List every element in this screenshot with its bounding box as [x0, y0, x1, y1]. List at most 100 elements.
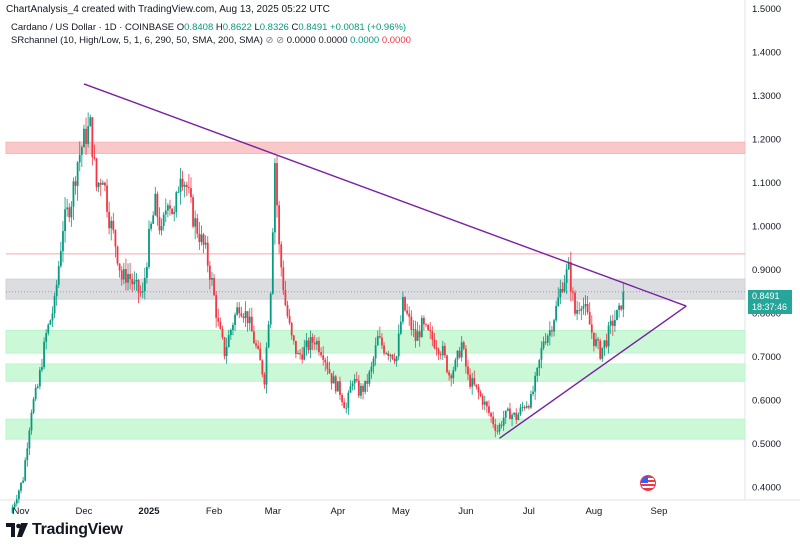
candle	[175, 190, 178, 218]
candle	[485, 400, 488, 413]
candle	[519, 403, 522, 417]
candle	[582, 297, 585, 315]
candle	[15, 494, 18, 507]
candle	[133, 271, 136, 291]
candle	[313, 334, 316, 350]
indicator-hidden-icons[interactable]: ⊘ ⊘	[265, 35, 285, 46]
candle	[517, 412, 520, 421]
indicator-label: SRchannel (10, High/Low, 5, 1, 6, 290, 5…	[11, 35, 263, 46]
candle	[437, 347, 440, 361]
candle	[464, 344, 467, 374]
candle	[11, 504, 14, 514]
candle	[462, 340, 465, 351]
candle	[221, 325, 224, 340]
candle	[513, 412, 516, 418]
candle	[561, 282, 564, 294]
candle	[246, 311, 249, 332]
resistance-zone	[5, 141, 746, 154]
low-label: L	[254, 22, 260, 33]
candle	[368, 369, 371, 387]
open-value: 0.8408	[184, 22, 214, 33]
candle	[504, 410, 507, 424]
time-tick-label: Aug	[585, 506, 602, 517]
ascending-trendline[interactable]	[499, 305, 687, 439]
descending-trendline[interactable]	[83, 83, 687, 307]
candle	[83, 124, 85, 148]
candle	[274, 158, 276, 245]
candle	[364, 380, 367, 395]
candle	[95, 157, 98, 192]
price-tick-label: 1.4000	[752, 48, 781, 59]
candle	[553, 318, 555, 337]
candle	[408, 306, 411, 326]
candles-layer	[11, 112, 625, 514]
candle	[125, 258, 127, 291]
candle	[563, 274, 566, 293]
candle	[391, 353, 394, 361]
candle	[101, 180, 104, 185]
candle	[569, 251, 572, 302]
high-value: 0.8622	[222, 22, 252, 33]
candle	[511, 412, 513, 427]
candle	[618, 302, 620, 318]
close-value: 0.8491	[298, 22, 328, 33]
candle	[555, 300, 558, 323]
candle	[307, 337, 310, 354]
candle	[80, 145, 83, 167]
support-zone-middle	[5, 363, 746, 382]
candle	[213, 273, 215, 297]
candle	[217, 308, 220, 327]
candle	[20, 482, 22, 494]
candle	[263, 372, 266, 389]
time-tick-label: Jul	[523, 506, 535, 517]
candle	[427, 323, 430, 332]
candle	[104, 181, 106, 192]
candle	[240, 306, 243, 318]
high-label: H	[215, 22, 223, 33]
symbol-name: Cardano / US Dollar · 1D · COINBASE	[11, 22, 175, 33]
candle	[387, 350, 390, 361]
indicator-value-1: 0.0000	[286, 35, 316, 46]
candle	[204, 235, 207, 249]
candle	[494, 418, 497, 438]
tradingview-logo[interactable]: TradingView	[6, 521, 123, 539]
candle	[232, 322, 234, 336]
price-axis[interactable]: 1.5000 1.4000 1.3000 1.2000 1.1000 1.0000 0.90…	[752, 4, 781, 493]
candle	[108, 201, 111, 235]
indicator-legend[interactable]: SRchannel (10, High/Low, 5, 1, 6, 290, 5…	[11, 35, 411, 46]
candle	[595, 333, 597, 348]
candle	[160, 218, 163, 236]
price-tick-label: 0.7000	[752, 352, 781, 363]
support-zone-lower	[5, 418, 746, 440]
candle	[404, 296, 406, 312]
candle	[458, 346, 461, 359]
candle	[441, 340, 444, 360]
candle	[282, 260, 285, 295]
candle	[284, 280, 287, 307]
candle	[127, 263, 129, 291]
candle	[324, 357, 327, 372]
candle	[215, 291, 218, 328]
change-value: +0.0081 (+0.96%)	[330, 22, 407, 33]
candle	[288, 309, 291, 325]
zones-layer	[5, 141, 746, 440]
candle	[234, 312, 236, 332]
trendlines-layer[interactable]	[83, 83, 687, 439]
candle	[479, 390, 482, 398]
us-flag-icon[interactable]	[640, 475, 656, 491]
candle	[242, 313, 245, 323]
candle	[238, 302, 241, 319]
candle	[423, 315, 425, 331]
time-axis[interactable]: Nov Dec 2025 Feb Mar Apr May Jun Jul Aug Sep	[13, 506, 668, 517]
candle	[590, 315, 593, 340]
candle	[41, 358, 43, 373]
candle	[586, 296, 589, 315]
time-tick-label: May	[392, 506, 410, 517]
candle	[475, 384, 478, 390]
last-price-value: 0.8491	[752, 291, 780, 301]
candle	[488, 400, 490, 417]
candle	[131, 273, 134, 293]
time-tick-label: 2025	[138, 506, 160, 517]
price-tick-label: 1.5000	[752, 4, 781, 15]
